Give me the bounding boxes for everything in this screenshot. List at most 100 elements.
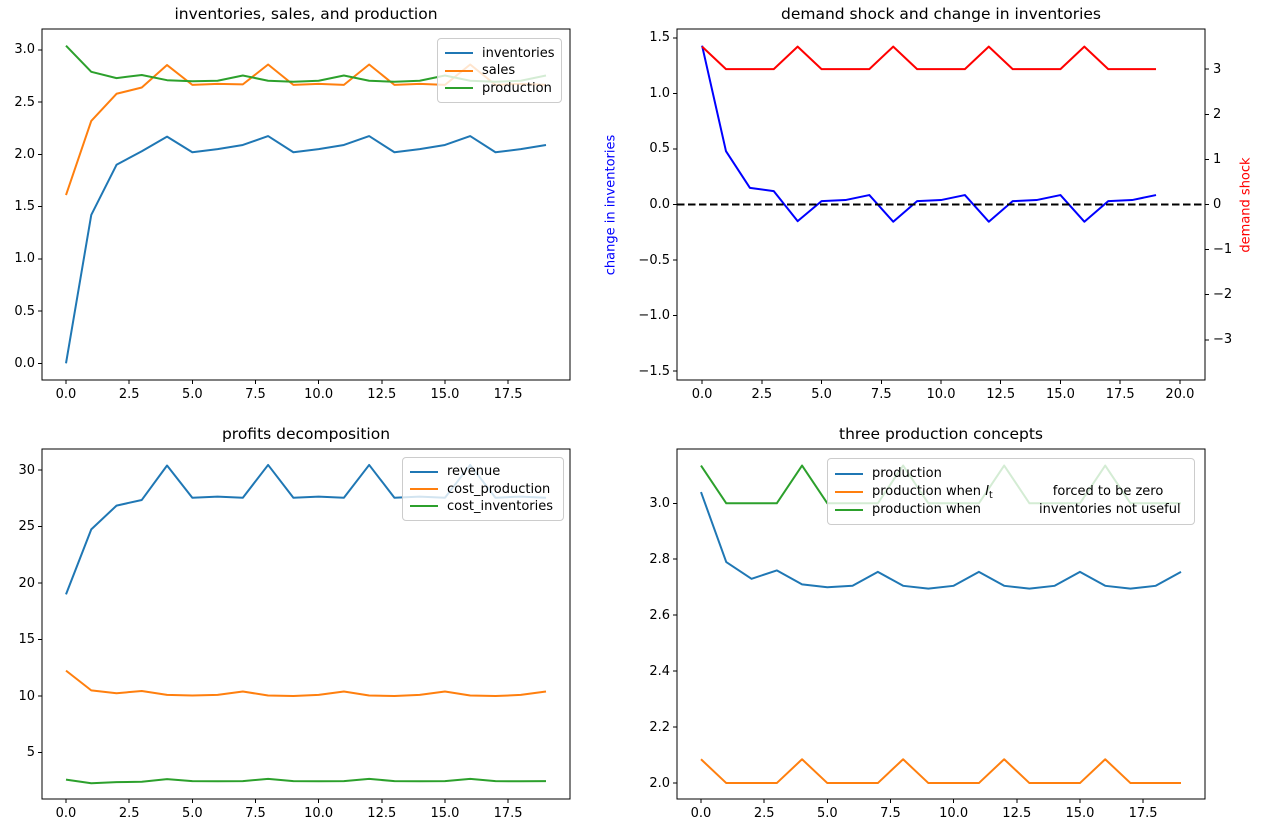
x-tick-label: 0.0 bbox=[691, 387, 713, 402]
x-tick-label: 17.5 bbox=[493, 806, 523, 821]
y-tick-label: −1.5 bbox=[638, 363, 670, 379]
legend-line-sample bbox=[835, 508, 863, 511]
y-tick-label: 2.4 bbox=[649, 663, 670, 679]
x-tick-label: 2.5 bbox=[118, 806, 140, 821]
legend-label: production when bbox=[872, 484, 986, 499]
legend-line-sample bbox=[445, 87, 473, 89]
subplot1-title: inventories, sales, and production bbox=[174, 5, 438, 23]
legend-label: forced to be zero bbox=[1052, 484, 1164, 499]
y-tick-label: 2.6 bbox=[649, 607, 670, 623]
y-tick-label: 1.5 bbox=[14, 199, 35, 215]
legend-label: cost_inventories bbox=[447, 498, 554, 514]
legend-label: I bbox=[985, 484, 990, 499]
legend-line-sample bbox=[410, 505, 438, 508]
legend-line-sample bbox=[410, 488, 438, 490]
y-tick-label-right: 3 bbox=[1213, 61, 1222, 77]
y-tick-label: 10 bbox=[18, 688, 35, 704]
legend-label-gap bbox=[993, 491, 1053, 492]
x-tick-label: 5.0 bbox=[181, 387, 203, 402]
x-tick-label: 12.5 bbox=[367, 387, 397, 402]
x-tick-label: 5.0 bbox=[811, 387, 832, 402]
y-tick-label-right: −3 bbox=[1213, 332, 1233, 348]
x-tick-label: 7.5 bbox=[245, 387, 266, 402]
x-tick-label: 20.0 bbox=[1165, 387, 1195, 402]
y-tick-label: 3.0 bbox=[649, 495, 670, 511]
x-tick-label: 17.5 bbox=[493, 387, 523, 402]
legend-item: production when inventories not useful bbox=[835, 503, 1188, 516]
x-tick-label: 12.5 bbox=[1002, 806, 1032, 821]
x-tick-label: 2.5 bbox=[753, 806, 775, 821]
y-tick-label: 20 bbox=[18, 575, 35, 591]
x-tick-label: 2.5 bbox=[751, 387, 773, 402]
y-tick-label: 0.0 bbox=[14, 355, 35, 371]
x-tick-label: 12.5 bbox=[367, 806, 397, 821]
y-tick-label-right: −1 bbox=[1213, 242, 1233, 258]
legend-line-sample bbox=[835, 472, 863, 475]
legend-line-sample bbox=[835, 490, 863, 493]
x-tick-label: 15.0 bbox=[1065, 806, 1095, 821]
legend-label: cost_production bbox=[447, 481, 551, 497]
legend-label: inventories bbox=[482, 45, 555, 61]
y-tick-label: 0.5 bbox=[649, 141, 670, 157]
x-tick-label: 0.0 bbox=[55, 806, 77, 821]
legend-line-sample bbox=[410, 470, 438, 473]
y-tick-label: 5 bbox=[26, 745, 35, 761]
subplot2-title: demand shock and change in inventories bbox=[781, 5, 1101, 23]
y-tick-label: 30 bbox=[18, 462, 35, 478]
y-axis-label-demand-shock: demand shock bbox=[1238, 157, 1254, 253]
legend-label: production bbox=[482, 80, 552, 96]
y-tick-label: 25 bbox=[18, 519, 35, 535]
legend-item: revenue bbox=[410, 465, 557, 478]
legend-label: production bbox=[872, 466, 942, 481]
legend-item: production bbox=[445, 82, 555, 95]
y-tick-label: −0.5 bbox=[638, 252, 670, 268]
y-tick-label: 0.0 bbox=[649, 197, 670, 212]
x-tick-label: 15.0 bbox=[430, 387, 460, 402]
x-tick-label: 0.0 bbox=[690, 806, 712, 821]
legend: inventories sales production bbox=[437, 38, 562, 103]
legend-item: production bbox=[835, 467, 1188, 480]
y-tick-label: 2.0 bbox=[649, 775, 670, 791]
x-tick-label: 10.0 bbox=[939, 806, 969, 821]
y-tick-label-right: −2 bbox=[1213, 287, 1233, 303]
x-tick-label: 15.0 bbox=[430, 806, 460, 821]
legend-item: cost_production bbox=[410, 483, 557, 496]
y-tick-label: 2.8 bbox=[649, 551, 670, 567]
x-tick-label: 7.5 bbox=[870, 387, 892, 402]
x-tick-label: 0.0 bbox=[55, 387, 77, 402]
y-tick-label: 2.2 bbox=[649, 719, 670, 735]
x-tick-label: 10.0 bbox=[304, 806, 334, 821]
y-tick-label: 2.5 bbox=[14, 94, 35, 110]
y-tick-label-right: 1 bbox=[1213, 151, 1222, 167]
legend: revenue cost_production cost_inventories bbox=[402, 457, 564, 521]
legend-item: sales bbox=[445, 64, 555, 77]
x-tick-label: 5.0 bbox=[181, 806, 203, 821]
x-tick-label: 2.5 bbox=[118, 387, 140, 402]
x-tick-label: 15.0 bbox=[1045, 387, 1075, 402]
legend-line-sample bbox=[445, 69, 473, 72]
x-tick-label: 17.5 bbox=[1128, 806, 1158, 821]
legend-label: production when bbox=[872, 502, 982, 517]
legend-item: cost_inventories bbox=[410, 500, 557, 513]
y-tick-label: 1.0 bbox=[649, 85, 670, 101]
subplot4-title: three production concepts bbox=[839, 425, 1043, 443]
y-tick-label: 2.0 bbox=[14, 146, 35, 162]
legend-line-sample bbox=[445, 52, 473, 54]
legend-label: revenue bbox=[447, 464, 501, 480]
x-tick-label: 7.5 bbox=[245, 806, 266, 821]
y-tick-label: 3.0 bbox=[14, 42, 35, 58]
y-tick-label: 1.5 bbox=[649, 30, 670, 46]
y-tick-label-right: 2 bbox=[1213, 106, 1222, 122]
y-tick-label-right: 0 bbox=[1213, 197, 1222, 212]
y-tick-label: 1.0 bbox=[14, 251, 35, 267]
y-tick-label: −1.0 bbox=[638, 308, 670, 324]
x-tick-label: 10.0 bbox=[304, 387, 334, 402]
subplot3-title: profits decomposition bbox=[221, 425, 391, 443]
legend-label: t bbox=[989, 489, 993, 501]
y-tick-label: 15 bbox=[18, 632, 35, 648]
legend-label: sales bbox=[482, 63, 516, 78]
x-tick-label: 12.5 bbox=[986, 387, 1016, 402]
